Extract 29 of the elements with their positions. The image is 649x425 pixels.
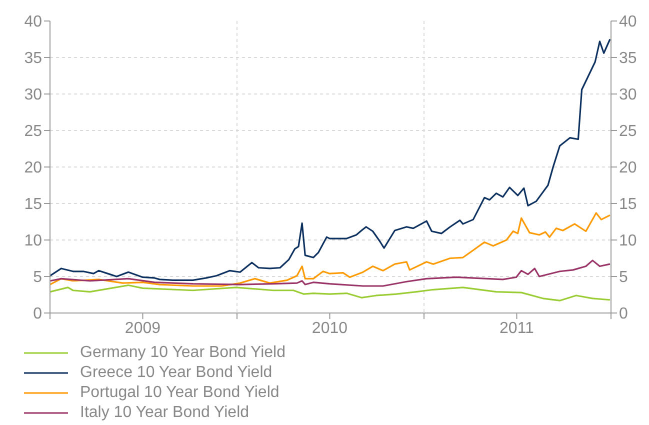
- y-tick-label: 40: [24, 14, 42, 31]
- y-tick-label: 25: [24, 123, 42, 140]
- y2-tick-label: 0: [619, 306, 628, 323]
- y2-tick-label: 30: [619, 86, 637, 104]
- legend-label: Germany 10 Year Bond Yield: [80, 344, 286, 362]
- y2-tick-label: 5: [619, 269, 628, 286]
- x-tick-label: 2009: [124, 320, 161, 337]
- y2-tick-label: 10: [619, 232, 637, 250]
- legend-label: Greece 10 Year Bond Yield: [80, 364, 272, 382]
- y-tick-label: 30: [24, 86, 42, 104]
- y-tick-label: 10: [24, 232, 42, 250]
- y2-tick-label: 35: [619, 50, 637, 68]
- y-tick-label: 20: [24, 160, 42, 177]
- y-tick-label: 0: [33, 306, 42, 323]
- legend-label: Italy 10 Year Bond Yield: [80, 404, 250, 422]
- line-series: [50, 212, 611, 287]
- y2-tick-label: 20: [619, 160, 637, 177]
- line-series: [50, 284, 611, 302]
- y-tick-label: 15: [24, 196, 42, 214]
- line-series: [50, 38, 611, 281]
- y-tick-label: 35: [24, 50, 42, 68]
- x-tick-label: 2011: [500, 320, 534, 337]
- x-tick-label: 2010: [312, 320, 348, 337]
- legend-label: Portugal 10 Year Bond Yield: [80, 384, 280, 402]
- y2-tick-label: 15: [619, 196, 637, 214]
- line-series: [50, 260, 611, 287]
- y2-tick-label: 25: [619, 123, 637, 140]
- y-tick-label: 5: [33, 269, 42, 286]
- y2-tick-label: 40: [619, 14, 637, 31]
